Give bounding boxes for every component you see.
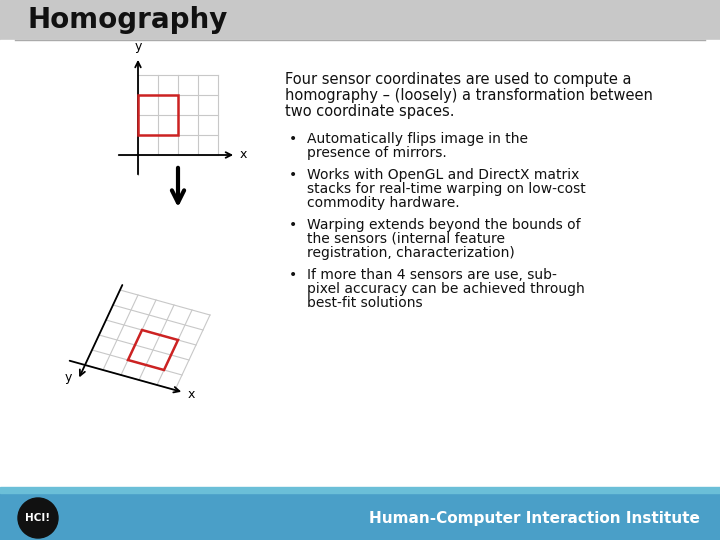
Text: two coordinate spaces.: two coordinate spaces. [285,104,454,119]
Text: Works with OpenGL and DirectX matrix: Works with OpenGL and DirectX matrix [307,168,580,182]
Text: Warping extends beyond the bounds of: Warping extends beyond the bounds of [307,218,580,232]
Text: Automatically flips image in the: Automatically flips image in the [307,132,528,146]
Text: stacks for real-time warping on low-cost: stacks for real-time warping on low-cost [307,182,586,196]
Text: HCI!: HCI! [25,513,50,523]
Text: the sensors (internal feature: the sensors (internal feature [307,232,505,246]
Text: Four sensor coordinates are used to compute a: Four sensor coordinates are used to comp… [285,72,631,87]
Text: best-fit solutions: best-fit solutions [307,296,423,310]
Text: •: • [289,132,297,146]
Text: presence of mirrors.: presence of mirrors. [307,146,446,160]
Text: commodity hardware.: commodity hardware. [307,196,459,210]
Text: Human-Computer Interaction Institute: Human-Computer Interaction Institute [369,510,700,525]
Bar [0,487,720,493]
Text: •: • [289,218,297,232]
Bar [0,0,720,40]
Text: Homography: Homography [28,6,228,34]
Text: pixel accuracy can be achieved through: pixel accuracy can be achieved through [307,282,585,296]
Text: If more than 4 sensors are use, sub-: If more than 4 sensors are use, sub- [307,268,557,282]
Bar [0,490,720,540]
Text: •: • [289,168,297,182]
Text: registration, characterization): registration, characterization) [307,246,515,260]
Text: x: x [240,148,248,161]
Text: homography – (loosely) a transformation between: homography – (loosely) a transformation … [285,88,653,103]
Text: •: • [289,268,297,282]
Text: y: y [65,370,72,383]
Bar [0,40,720,490]
Text: x: x [188,388,195,401]
Circle shape [18,498,58,538]
Text: y: y [135,40,142,53]
Bar [138,95,178,135]
